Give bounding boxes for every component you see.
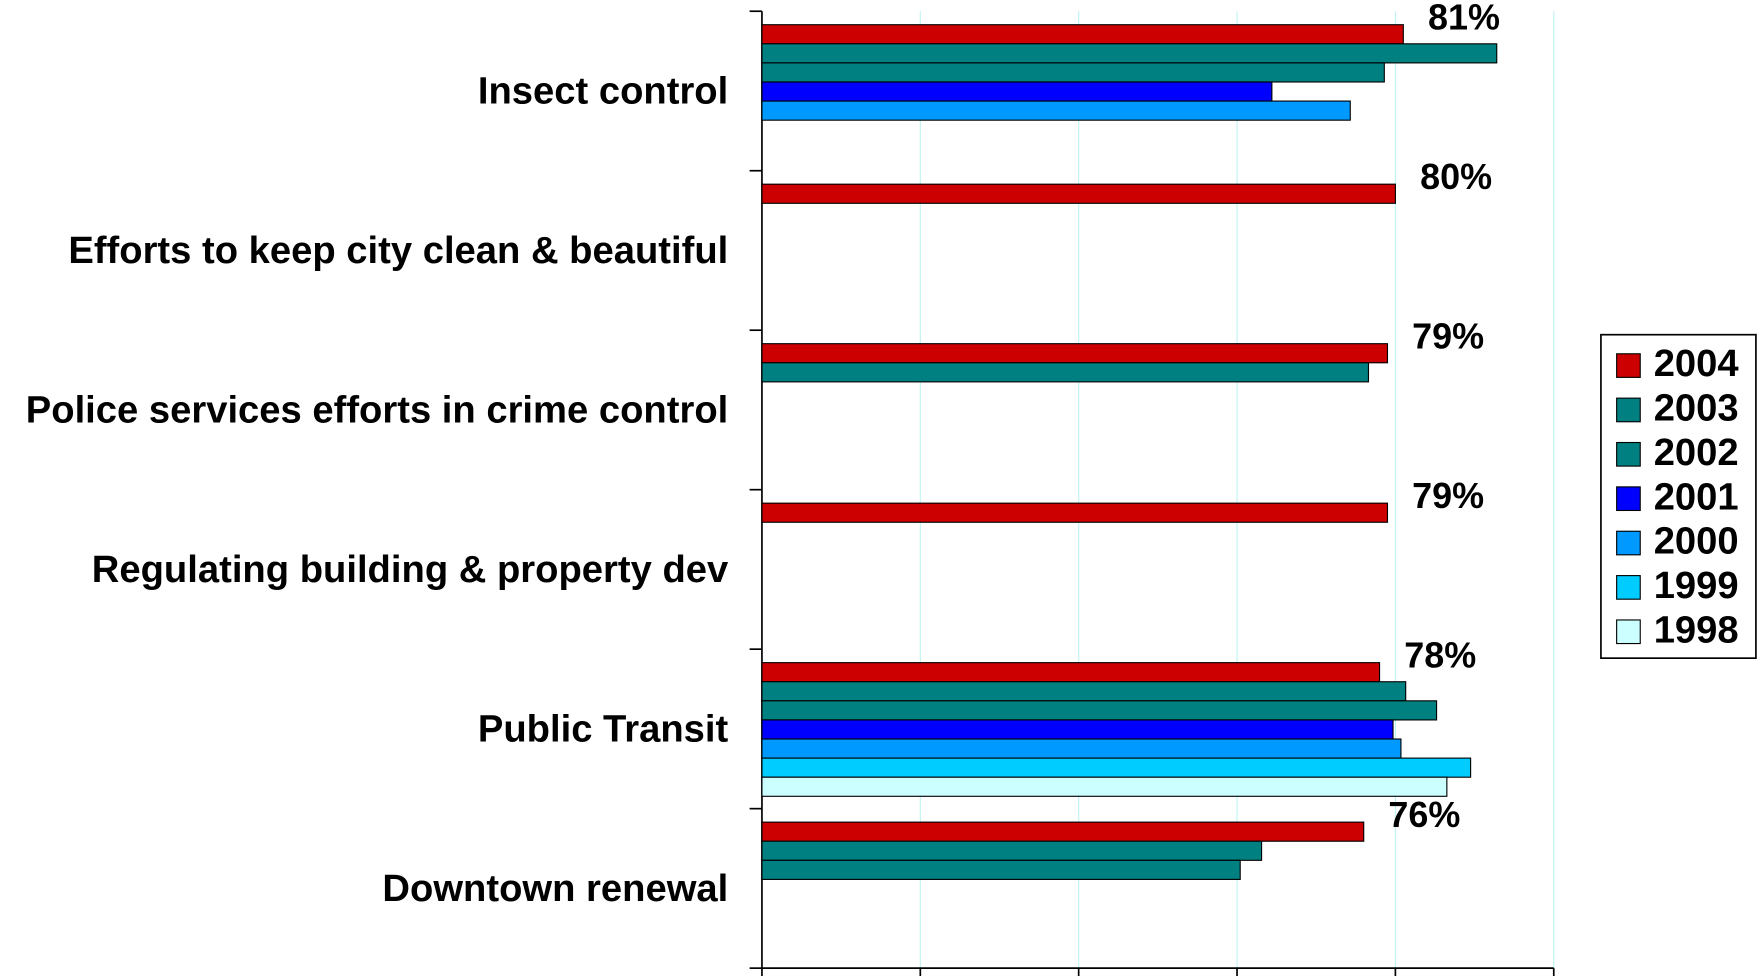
- y-tick-label: Downtown renewal: [382, 866, 729, 910]
- y-tick-label: Regulating building & property dev: [91, 547, 729, 591]
- category-label-box: Downtown renewal: [0, 809, 728, 968]
- bar: [761, 840, 1263, 861]
- legend-swatch: [1616, 619, 1641, 645]
- bar: [761, 183, 1396, 204]
- legend-label: 2003: [1654, 387, 1739, 430]
- bar: [761, 859, 1241, 880]
- value-label: 79%: [1412, 316, 1484, 357]
- y-tick-label: Efforts to keep city clean & beautiful: [68, 228, 729, 272]
- value-label: 78%: [1404, 635, 1476, 676]
- category-label-wrap: Efforts to keep city clean & beautiful: [0, 171, 728, 330]
- bar: [761, 362, 1370, 383]
- category-label-box: Regulating building & property dev: [0, 490, 728, 649]
- category-label-wrap: Regulating building & property dev: [0, 490, 728, 649]
- bar: [761, 738, 1402, 759]
- bar: [761, 700, 1438, 721]
- bar: [761, 776, 1448, 797]
- legend-label: 2002: [1654, 431, 1739, 474]
- category-label-box: Police services efforts in crime control: [0, 330, 728, 489]
- bar: [761, 681, 1407, 702]
- legend-label: 2001: [1654, 475, 1739, 518]
- legend-label: 1999: [1654, 564, 1739, 607]
- value-label: 81%: [1428, 0, 1500, 38]
- bar: [761, 43, 1498, 64]
- category-label-wrap: Police services efforts in crime control: [0, 330, 728, 489]
- legend-swatch: [1616, 575, 1641, 600]
- value-label: 80%: [1420, 156, 1492, 197]
- bar: [761, 62, 1385, 83]
- legend-swatch: [1616, 353, 1641, 378]
- bar: [761, 821, 1365, 842]
- bar: [761, 343, 1389, 364]
- bar: [761, 719, 1394, 740]
- y-tick-label: Insect control: [477, 69, 729, 112]
- value-label: 76%: [1388, 794, 1460, 835]
- legend-swatch: [1616, 441, 1641, 467]
- bar: [761, 100, 1351, 121]
- bar: [761, 757, 1472, 778]
- category-label-wrap: Downtown renewal: [0, 809, 728, 968]
- bar: [761, 662, 1381, 683]
- y-tick-label: Public Transit: [477, 707, 729, 750]
- legend-swatch: [1616, 486, 1641, 512]
- bar: [761, 81, 1273, 102]
- bar: [761, 24, 1404, 45]
- category-label-wrap: Insect control: [0, 11, 728, 170]
- bar: [761, 502, 1389, 523]
- y-tick-label: Police services efforts in crime control: [25, 388, 729, 431]
- category-label-box: Efforts to keep city clean & beautiful: [0, 171, 728, 330]
- legend-label: 2004: [1654, 342, 1740, 385]
- legend-swatch: [1616, 530, 1641, 556]
- value-label: 79%: [1412, 475, 1484, 516]
- category-label-box: Public Transit: [0, 649, 728, 808]
- legend-swatch: [1616, 397, 1641, 423]
- legend-label: 1998: [1654, 608, 1739, 651]
- category-label-wrap: Public Transit: [0, 649, 728, 808]
- category-label-box: Insect control: [0, 11, 728, 170]
- legend-label: 2000: [1654, 520, 1739, 563]
